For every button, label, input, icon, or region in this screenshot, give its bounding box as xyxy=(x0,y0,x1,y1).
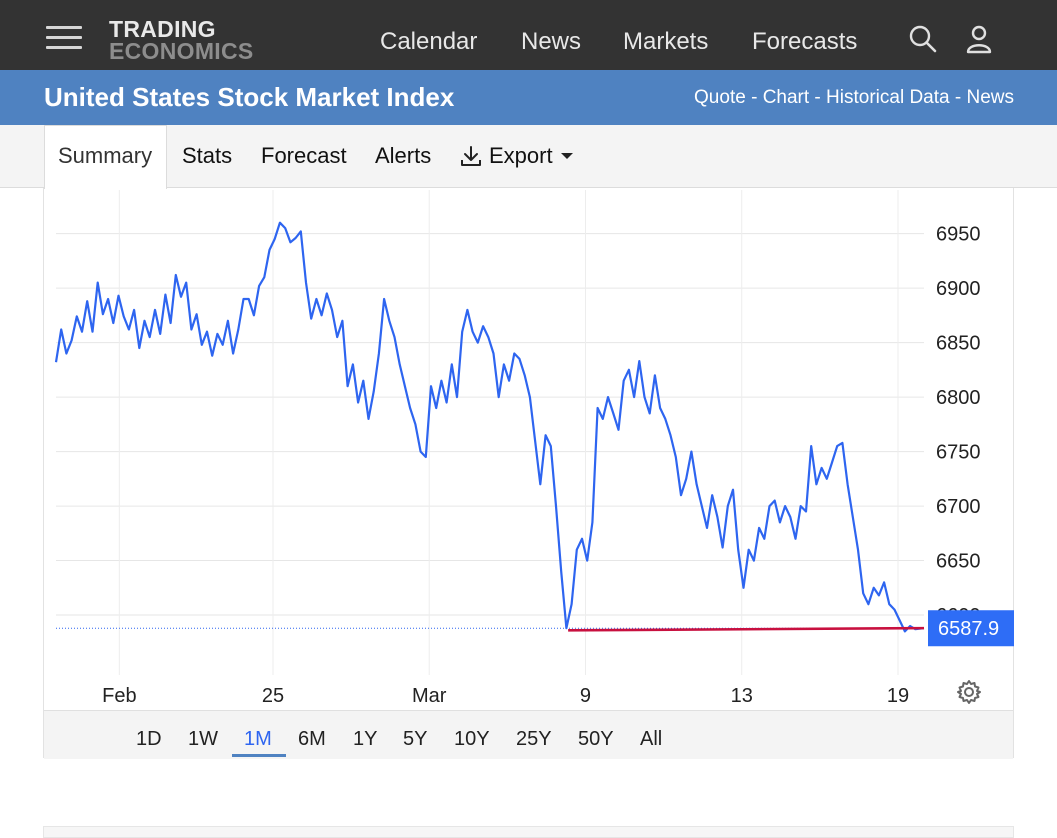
range-5y[interactable]: 5Y xyxy=(403,728,428,750)
logo-line-1: TRADING xyxy=(109,16,216,42)
download-icon xyxy=(461,146,481,166)
site-logo[interactable]: TRADING ECONOMICS xyxy=(109,16,254,64)
range-1w[interactable]: 1W xyxy=(188,728,218,750)
range-25y[interactable]: 25Y xyxy=(516,728,552,750)
range-50y[interactable]: 50Y xyxy=(578,728,614,750)
next-section-card xyxy=(43,826,1014,838)
subnav-chart[interactable]: Chart xyxy=(762,87,810,108)
export-dropdown[interactable]: Export xyxy=(459,143,575,169)
user-icon[interactable] xyxy=(965,24,995,59)
caret-down-icon xyxy=(560,153,573,159)
subnav-links: Quote - Chart - Historical Data - News xyxy=(694,87,1014,109)
range-1d[interactable]: 1D xyxy=(136,728,162,750)
tab-alerts[interactable]: Alerts xyxy=(375,143,432,168)
nav-markets[interactable]: Markets xyxy=(623,28,709,55)
page-title: United States Stock Market Index xyxy=(44,82,455,112)
top-navigation-bar xyxy=(0,0,1057,70)
nav-calendar[interactable]: Calendar xyxy=(380,28,478,55)
subnav-news[interactable]: News xyxy=(966,87,1014,108)
tab-forecast[interactable]: Forecast xyxy=(261,143,347,168)
tab-summary[interactable]: Summary xyxy=(58,143,153,168)
range-10y[interactable]: 10Y xyxy=(454,728,490,750)
range-1m[interactable]: 1M xyxy=(244,728,272,750)
subnav-quote[interactable]: Quote xyxy=(694,87,746,108)
tab-summary-background xyxy=(44,125,167,189)
tab-stats[interactable]: Stats xyxy=(182,143,233,168)
logo-line-2: ECONOMICS xyxy=(109,38,254,64)
nav-forecasts[interactable]: Forecasts xyxy=(752,28,858,55)
tab-bar xyxy=(0,125,1057,188)
range-6m[interactable]: 6M xyxy=(298,728,326,750)
subnav-separator: - xyxy=(809,87,827,108)
range-all[interactable]: All xyxy=(640,728,663,750)
export-label: Export xyxy=(489,143,553,168)
subnav-separator: - xyxy=(745,87,763,108)
search-icon[interactable] xyxy=(908,24,938,59)
gear-icon[interactable] xyxy=(955,678,983,711)
subnav-historical-data[interactable]: Historical Data xyxy=(826,87,950,108)
hamburger-menu-icon[interactable] xyxy=(46,24,82,52)
subnav-separator: - xyxy=(949,87,967,108)
nav-news[interactable]: News xyxy=(521,28,582,55)
chart-card xyxy=(43,188,1014,758)
range-1y[interactable]: 1Y xyxy=(353,728,378,750)
active-range-indicator xyxy=(232,754,286,757)
range-selector xyxy=(44,710,1013,759)
page-header-bar xyxy=(0,70,1057,125)
